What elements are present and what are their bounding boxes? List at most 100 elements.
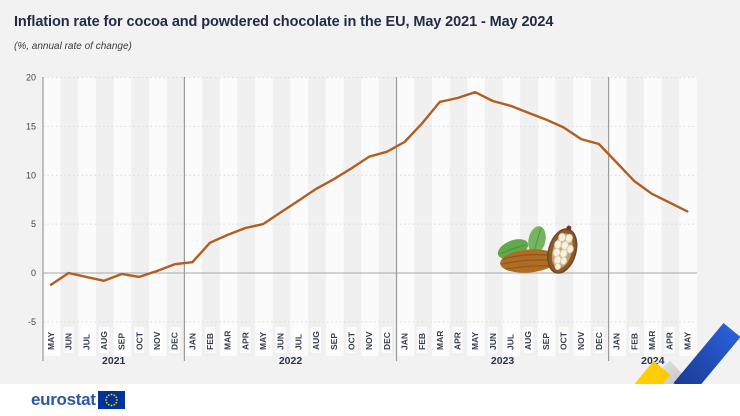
- month-label-bg: [593, 327, 604, 353]
- month-stripe: [290, 77, 309, 356]
- month-label-bg: [399, 327, 410, 353]
- month-stripe: [449, 77, 468, 356]
- x-axis-month-label: AUG: [523, 331, 533, 350]
- month-stripe: [608, 77, 627, 356]
- x-axis-month-label: SEP: [541, 333, 551, 350]
- y-axis-tick-label: 10: [26, 170, 36, 180]
- year-label: 2022: [279, 355, 303, 367]
- x-axis-month-label: DEC: [594, 332, 604, 350]
- x-axis-month-label: MAR: [435, 331, 445, 350]
- x-axis-month-label: DEC: [382, 332, 392, 350]
- month-stripe: [537, 77, 556, 356]
- month-stripe: [502, 77, 521, 356]
- flag-star: [115, 399, 118, 401]
- month-label-bg: [63, 327, 74, 353]
- month-stripe: [644, 77, 662, 356]
- month-label-bg: [46, 327, 56, 353]
- month-stripe: [308, 77, 326, 356]
- month-label-bg: [81, 327, 92, 353]
- month-label-bg: [682, 327, 693, 353]
- y-axis-tick-label: -5: [28, 317, 36, 327]
- month-stripe: [573, 77, 591, 356]
- month-stripe: [184, 77, 203, 356]
- month-label-bg: [558, 327, 569, 353]
- x-axis-month-label: JAN: [187, 333, 197, 350]
- month-label-bg: [646, 327, 657, 353]
- flag-star: [110, 393, 113, 396]
- x-axis-month-label: FEB: [417, 333, 427, 350]
- month-stripe: [626, 77, 644, 356]
- x-axis-month-label: JUL: [81, 334, 91, 350]
- month-label-bg: [134, 327, 145, 353]
- flag-star: [107, 394, 110, 397]
- footer-bar: eurostat: [0, 384, 740, 416]
- x-axis-month-label: OCT: [559, 331, 569, 350]
- month-stripe: [661, 77, 680, 356]
- month-stripe: [166, 77, 185, 356]
- x-axis-month-label: MAY: [682, 332, 692, 350]
- year-label: 2024: [641, 355, 665, 367]
- x-axis-month-label: NOV: [152, 331, 162, 350]
- month-label-bg: [505, 327, 516, 353]
- month-label-bg: [187, 327, 198, 353]
- month-stripe: [414, 77, 432, 356]
- month-label-bg: [664, 327, 675, 353]
- month-stripe: [60, 77, 79, 356]
- month-label-bg: [417, 327, 428, 353]
- month-label-bg: [116, 327, 127, 353]
- eu-flag-icon: [97, 391, 125, 409]
- x-axis-month-label: APR: [665, 332, 675, 350]
- flag-star: [105, 401, 108, 404]
- year-label: 2021: [102, 355, 126, 367]
- month-label-bg: [205, 327, 215, 353]
- month-label-bg: [487, 327, 498, 353]
- flag-star: [107, 403, 110, 406]
- month-label-bg: [258, 327, 269, 353]
- month-stripe: [255, 77, 273, 356]
- x-axis-month-label: NOV: [364, 331, 374, 350]
- cocoa-pods-icon: [497, 225, 578, 274]
- month-stripe: [272, 77, 291, 356]
- month-stripe: [325, 77, 344, 356]
- x-axis-month-label: MAR: [647, 331, 657, 350]
- month-stripe: [555, 77, 574, 356]
- month-stripe: [43, 77, 61, 356]
- month-stripe: [590, 77, 609, 356]
- month-stripe: [149, 77, 167, 356]
- month-stripe: [237, 77, 256, 356]
- y-axis-tick-label: 5: [31, 219, 36, 229]
- inflation-line-chart: 20 15 10 5 0 -5 2021 2022 2023 2024 MAY JUN JUL AUG SE…: [26, 73, 697, 367]
- month-stripe: [131, 77, 150, 356]
- month-label-bg: [275, 327, 286, 353]
- x-axis-month-label: MAY: [258, 332, 268, 350]
- y-axis-tick-label: 20: [26, 73, 36, 83]
- year-label: 2023: [491, 355, 515, 367]
- x-axis-month-label: JUL: [506, 334, 516, 350]
- month-label-bg: [540, 327, 551, 353]
- month-label-bg: [576, 327, 587, 353]
- inflation-rate-line: [49, 90, 689, 286]
- month-stripe: [520, 77, 538, 356]
- x-axis-month-label: FEB: [629, 333, 639, 350]
- month-stripe: [343, 77, 362, 356]
- month-label-bg: [611, 327, 622, 353]
- flag-star: [105, 396, 108, 399]
- month-stripe: [96, 77, 114, 356]
- month-stripe: [202, 77, 220, 356]
- x-axis-month-label: DEC: [170, 332, 180, 350]
- month-stripe: [679, 77, 697, 356]
- y-axis-tick-label: 0: [31, 268, 36, 278]
- month-stripe: [78, 77, 97, 356]
- month-label-bg: [222, 327, 233, 353]
- month-stripe: [113, 77, 132, 356]
- month-label-bg: [346, 327, 357, 353]
- y-axis-tick-label: 15: [26, 121, 36, 131]
- month-stripe: [361, 77, 379, 356]
- x-axis-month-label: JUN: [276, 333, 286, 350]
- flag-star: [110, 404, 113, 407]
- x-axis-month-label: JUN: [488, 333, 498, 350]
- month-label-bg: [364, 327, 375, 353]
- month-label-bg: [169, 327, 180, 353]
- x-axis-month-label: FEB: [205, 333, 215, 350]
